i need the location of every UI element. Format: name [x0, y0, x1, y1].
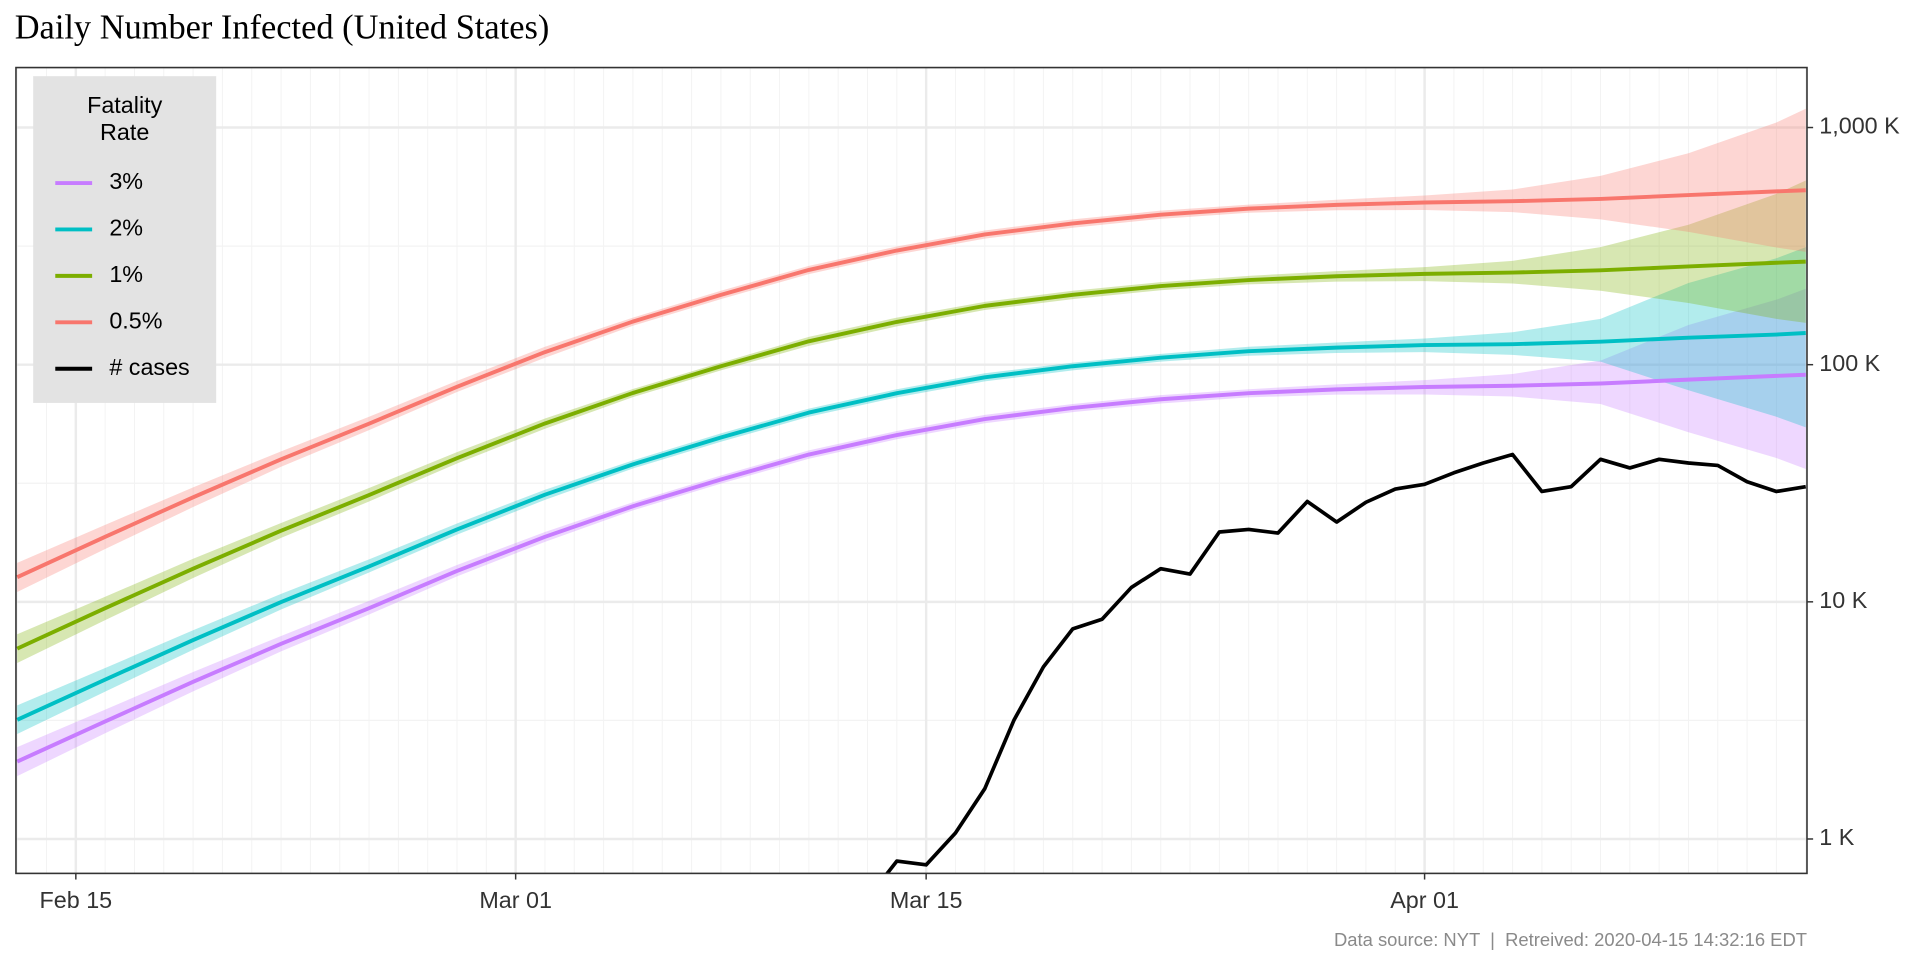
y-tick-label: 100 K [1819, 350, 1880, 376]
fit-line [16, 188, 1806, 580]
y-tick-label: 1 K [1819, 824, 1854, 850]
legend-label: 1% [109, 261, 143, 287]
panel-border [15, 66, 1808, 875]
y-tick-label: 10 K [1819, 587, 1867, 613]
x-tick-label: Feb 15 [40, 887, 113, 913]
fit-line [16, 372, 1806, 764]
legend-label: # cases [109, 354, 189, 380]
legend-label: 2% [109, 215, 143, 241]
x-tick-label: Mar 15 [890, 887, 963, 913]
y-tick-label: 1,000 K [1819, 113, 1900, 139]
legend-title: Fatality [87, 92, 163, 118]
legend-label: 3% [109, 168, 143, 194]
axes: Feb 15 Mar 01 Mar 15 Apr 01 1 K 10 K 100 K 1,00… [40, 113, 1901, 913]
fit-line [16, 259, 1806, 651]
chart-title: Daily Number Infected (United States) [15, 9, 550, 47]
x-tick-label: Mar 01 [479, 887, 552, 913]
legend-box [33, 76, 217, 403]
x-tick-label: Apr 01 [1390, 887, 1459, 913]
legend-label: 0.5% [109, 307, 162, 333]
caption: Data source: NYT | Retreived: 2020-04-15… [1334, 929, 1807, 950]
fit-line [16, 331, 1806, 722]
legend-title: Rate [100, 119, 149, 145]
plot-area [16, 108, 1807, 874]
cases-line [884, 452, 1807, 874]
